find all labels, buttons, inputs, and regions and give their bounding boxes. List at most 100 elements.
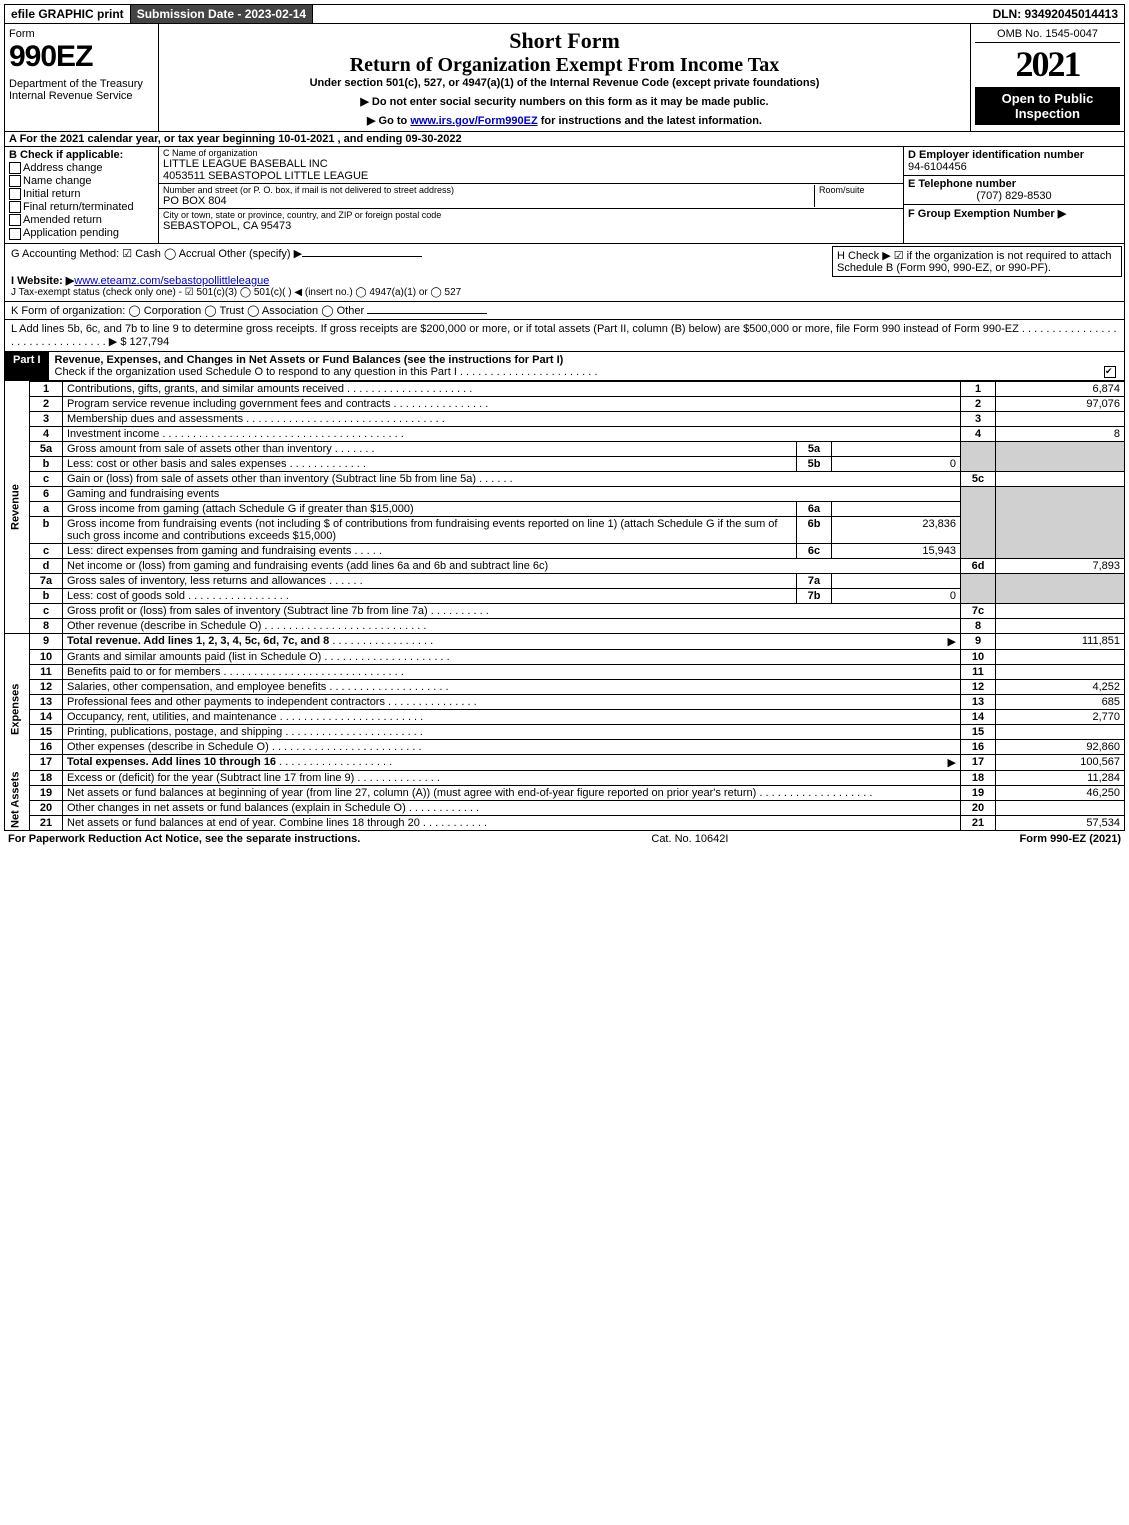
ln-19-val: 46,250 — [996, 785, 1125, 800]
cb-name-change[interactable]: Name change — [9, 175, 154, 187]
ln-19-rno: 19 — [961, 785, 996, 800]
ln-11-val — [996, 664, 1125, 679]
ln-5a-mno: 5a — [797, 441, 832, 456]
room-suite-label: Room/suite — [819, 185, 899, 195]
ln-18-no: 18 — [30, 770, 63, 785]
ln-12-no: 12 — [30, 679, 63, 694]
ln-17-desc: Total expenses. Add lines 10 through 16 … — [63, 754, 961, 770]
ln-3-rno: 3 — [961, 411, 996, 426]
ln-6a-mval — [832, 501, 961, 516]
ln-8-val — [996, 618, 1125, 633]
ln-8-desc: Other revenue (describe in Schedule O) .… — [63, 618, 961, 633]
ln-15-desc: Printing, publications, postage, and shi… — [63, 724, 961, 739]
cb-address-change[interactable]: Address change — [9, 162, 154, 174]
ln-10-no: 10 — [30, 649, 63, 664]
phone-value: (707) 829-8530 — [908, 190, 1120, 202]
ln-5a-no: 5a — [30, 441, 63, 456]
ln-5b-no: b — [30, 456, 63, 471]
ln-5c-no: c — [30, 471, 63, 486]
ln-7b-desc: Less: cost of goods sold . . . . . . . .… — [63, 588, 797, 603]
ln-10-rno: 10 — [961, 649, 996, 664]
ln-9-no: 9 — [30, 633, 63, 649]
ln-2-desc: Program service revenue including govern… — [63, 396, 961, 411]
shade-5 — [961, 441, 996, 471]
ln-14-desc: Occupancy, rent, utilities, and maintena… — [63, 709, 961, 724]
ln-4-desc: Investment income . . . . . . . . . . . … — [63, 426, 961, 441]
ln-7c-rno: 7c — [961, 603, 996, 618]
side-net-assets: Net Assets — [5, 770, 30, 830]
ln-5b-desc: Less: cost or other basis and sales expe… — [63, 456, 797, 471]
ln-6d-desc: Net income or (loss) from gaming and fun… — [63, 558, 961, 573]
top-bar: efile GRAPHIC print Submission Date - 20… — [4, 4, 1125, 24]
line-j: J Tax-exempt status (check only one) - ☑… — [11, 287, 1118, 298]
ln-9-desc: Total revenue. Add lines 1, 2, 3, 4, 5c,… — [63, 633, 961, 649]
ln-17-no: 17 — [30, 754, 63, 770]
ln-6c-desc: Less: direct expenses from gaming and fu… — [63, 543, 797, 558]
ln-10-desc: Grants and similar amounts paid (list in… — [63, 649, 961, 664]
open-public: Open to Public Inspection — [975, 87, 1120, 125]
ln-4-val: 8 — [996, 426, 1125, 441]
ln-6c-no: c — [30, 543, 63, 558]
c-addr-label: Number and street (or P. O. box, if mail… — [163, 185, 814, 195]
irs-link[interactable]: www.irs.gov/Form990EZ — [410, 115, 537, 127]
ln-14-no: 14 — [30, 709, 63, 724]
org-city: SEBASTOPOL, CA 95473 — [163, 220, 899, 232]
f-label: F Group Exemption Number ▶ — [908, 208, 1066, 220]
ln-16-no: 16 — [30, 739, 63, 754]
ln-11-no: 11 — [30, 664, 63, 679]
line-a: A For the 2021 calendar year, or tax yea… — [4, 132, 1125, 147]
ln-6b-no: b — [30, 516, 63, 543]
ln-11-desc: Benefits paid to or for members . . . . … — [63, 664, 961, 679]
part-1-title: Revenue, Expenses, and Changes in Net As… — [55, 354, 564, 366]
part-1-header: Part I Revenue, Expenses, and Changes in… — [4, 352, 1125, 381]
tax-year: 2021 — [975, 43, 1120, 85]
ln-15-rno: 15 — [961, 724, 996, 739]
ln-2-val: 97,076 — [996, 396, 1125, 411]
ln-7c-no: c — [30, 603, 63, 618]
section-c: C Name of organization LITTLE LEAGUE BAS… — [159, 147, 903, 243]
goto-pre: ▶ Go to — [367, 115, 410, 127]
ln-3-no: 3 — [30, 411, 63, 426]
ln-2-rno: 2 — [961, 396, 996, 411]
line-k: K Form of organization: ◯ Corporation ◯ … — [4, 302, 1125, 320]
arrow-icon: ▶ — [948, 635, 956, 648]
ln-6-no: 6 — [30, 486, 63, 501]
part-1-tag: Part I — [5, 352, 49, 380]
cb-final-return[interactable]: Final return/terminated — [9, 201, 154, 213]
ln-6d-no: d — [30, 558, 63, 573]
ln-6b-mno: 6b — [797, 516, 832, 543]
efile-graphic-print[interactable]: efile GRAPHIC print — [5, 5, 131, 23]
website-link[interactable]: www.eteamz.com/sebastopollittleleague — [74, 275, 269, 287]
cb-amended[interactable]: Amended return — [9, 214, 154, 226]
ln-4-no: 4 — [30, 426, 63, 441]
ln-3-val — [996, 411, 1125, 426]
side-expenses: Expenses — [5, 649, 30, 770]
ln-20-rno: 20 — [961, 800, 996, 815]
ln-20-no: 20 — [30, 800, 63, 815]
ln-12-desc: Salaries, other compensation, and employ… — [63, 679, 961, 694]
form-label: Form — [9, 28, 154, 40]
part-1-table: Revenue 1 Contributions, gifts, grants, … — [4, 381, 1125, 831]
side-revenue: Revenue — [5, 381, 30, 633]
ln-5c-desc: Gain or (loss) from sale of assets other… — [63, 471, 961, 486]
ln-5c-val — [996, 471, 1125, 486]
ln-20-desc: Other changes in net assets or fund bala… — [63, 800, 961, 815]
ln-2-no: 2 — [30, 396, 63, 411]
bcdef-block: B Check if applicable: Address change Na… — [4, 147, 1125, 244]
schedule-o-checkbox[interactable] — [1104, 366, 1116, 378]
ln-6-desc: Gaming and fundraising events — [63, 486, 961, 501]
ln-5a-desc: Gross amount from sale of assets other t… — [63, 441, 797, 456]
goto-post: for instructions and the latest informat… — [538, 115, 762, 127]
ln-1-no: 1 — [30, 381, 63, 396]
form-number: 990EZ — [9, 40, 154, 74]
ln-9-val: 111,851 — [996, 633, 1125, 649]
ln-16-val: 92,860 — [996, 739, 1125, 754]
cb-initial-return[interactable]: Initial return — [9, 188, 154, 200]
shade-7 — [961, 573, 996, 603]
ln-7b-no: b — [30, 588, 63, 603]
cb-application-pending[interactable]: Application pending — [9, 227, 154, 239]
ln-20-val — [996, 800, 1125, 815]
ln-21-val: 57,534 — [996, 815, 1125, 830]
ln-12-val: 4,252 — [996, 679, 1125, 694]
arrow-icon: ▶ — [948, 756, 956, 769]
